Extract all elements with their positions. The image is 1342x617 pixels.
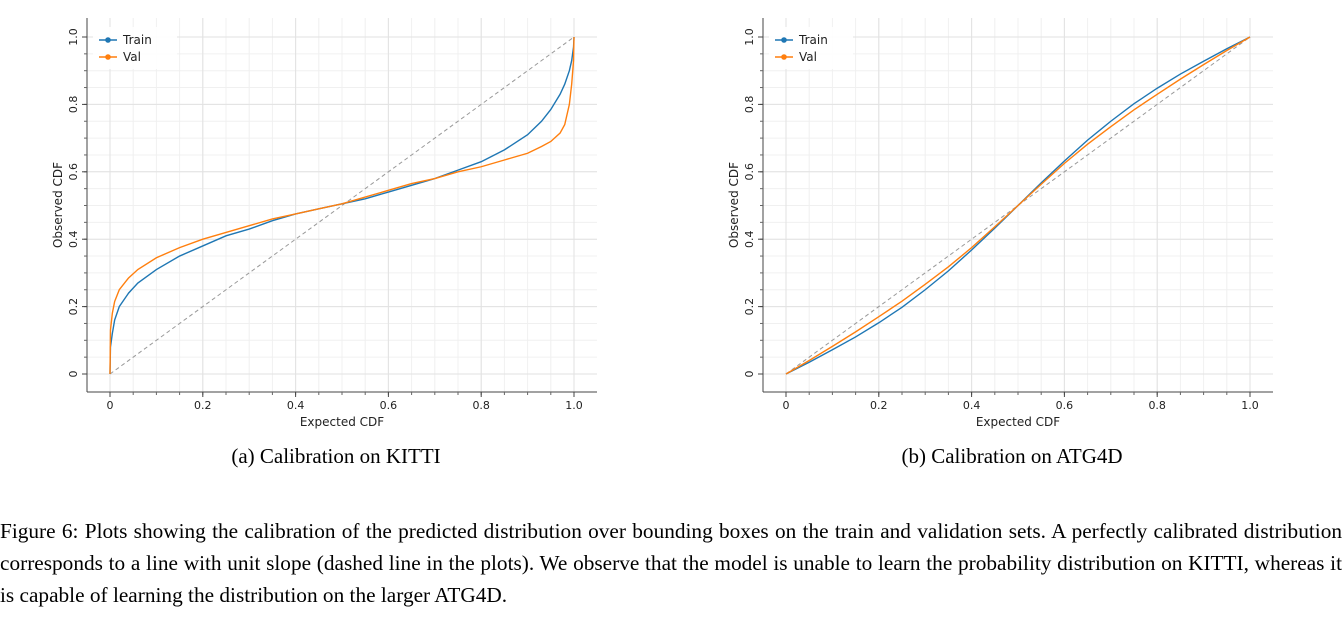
x-tick-label: 0.4	[963, 399, 981, 412]
legend-box	[93, 27, 177, 69]
legend: Train Val	[769, 27, 853, 69]
series-line-val	[785, 36, 1251, 375]
x-tick-label: 0.6	[1056, 399, 1074, 412]
y-tick-label: 0	[743, 371, 756, 378]
figure-caption: Figure 6: Plots showing the calibration …	[0, 519, 1342, 607]
y-axis-label: Observed CDF	[727, 162, 741, 248]
y-tick-label: 0.6	[743, 163, 756, 181]
legend-entry-train: Train	[798, 33, 828, 47]
series-line-val	[109, 36, 575, 375]
legend-marker	[781, 37, 787, 43]
legend-entry-train: Train	[122, 33, 152, 47]
x-tick-label: 0.4	[287, 399, 305, 412]
x-axis-label: Expected CDF	[300, 415, 384, 429]
legend: Train Val	[93, 27, 177, 69]
x-axis-label: Expected CDF	[976, 415, 1060, 429]
x-tick-label: 0.2	[870, 399, 888, 412]
x-tick-label: 0.8	[1148, 399, 1166, 412]
series-line-train	[109, 36, 575, 375]
y-tick-label: 0.2	[743, 298, 756, 316]
chart-atg4d: 0 0.2 0.4 0.6 0.8 1.0 0 0.2 0.4 0.6 0.8 1.0 Expected…	[727, 18, 1273, 429]
legend-entry-val: Val	[123, 50, 141, 64]
y-tick-label: 1.0	[67, 28, 80, 46]
legend-box	[769, 27, 853, 69]
y-tick-label: 0.4	[743, 230, 756, 248]
x-tick-label: 1.0	[1241, 399, 1259, 412]
x-tick-label: 0	[783, 399, 790, 412]
y-tick-label: 0.8	[743, 96, 756, 114]
y-tick-label: 0.2	[67, 298, 80, 316]
x-tick-label: 0.6	[380, 399, 398, 412]
y-tick-label: 1.0	[743, 28, 756, 46]
legend-marker	[781, 54, 787, 60]
legend-entry-val: Val	[799, 50, 817, 64]
x-tick-label: 0.8	[472, 399, 490, 412]
y-tick-label: 0.6	[67, 163, 80, 181]
legend-marker	[105, 37, 111, 43]
chart-kitti: 0 0.2 0.4 0.6 0.8 1.0 0 0.2 0.4 0.6 0.8 1.0 Expected…	[51, 18, 597, 429]
y-tick-label: 0.8	[67, 96, 80, 114]
x-tick-label: 1.0	[565, 399, 583, 412]
x-tick-label: 0	[107, 399, 114, 412]
reference-line	[785, 36, 1251, 375]
x-tick-label: 0.2	[194, 399, 212, 412]
y-axis-label: Observed CDF	[51, 162, 65, 248]
legend-marker	[105, 54, 111, 60]
subcaption-kitti: (a) Calibration on KITTI	[231, 444, 441, 468]
subcaption-atg4d: (b) Calibration on ATG4D	[901, 444, 1123, 468]
y-tick-label: 0	[67, 371, 80, 378]
reference-line	[109, 36, 575, 375]
y-tick-label: 0.4	[67, 230, 80, 248]
